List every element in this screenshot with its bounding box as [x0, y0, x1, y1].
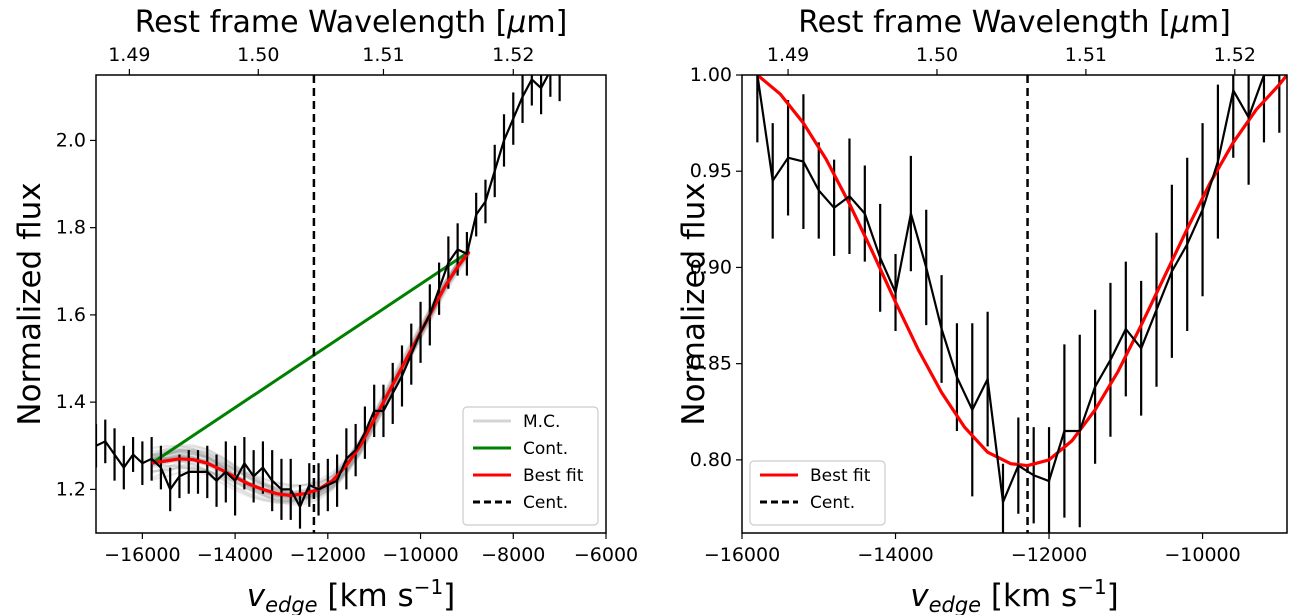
x-tick-label: −14000 [857, 544, 933, 566]
y-axis-label: Normalized flux [12, 182, 48, 425]
mc-line [151, 248, 471, 504]
mc-line [151, 248, 471, 500]
top-x-tick-label: 1.50 [916, 44, 958, 66]
mc-line [151, 251, 471, 496]
top-axis-label: Rest frame Wavelength [μm] [135, 5, 568, 40]
y-tick-label: 1.2 [56, 478, 86, 500]
y-tick-label: 1.4 [56, 391, 86, 413]
mc-line [151, 252, 471, 494]
legend-label: Cont. [523, 439, 568, 459]
y-tick-label: 2.0 [56, 129, 86, 151]
x-tick-label: −12000 [1011, 544, 1087, 566]
top-x-tick-label: 1.51 [1065, 44, 1107, 66]
top-x-tick-label: 1.49 [767, 44, 809, 66]
legend: Best fit Cent. [749, 460, 886, 526]
legend-label: Best fit [523, 466, 584, 486]
x-tick-label: −16000 [104, 544, 180, 566]
x-axis-label-close: ] [1107, 578, 1119, 614]
best-fit-line [756, 75, 1287, 468]
x-tick-label: −10000 [382, 544, 458, 566]
legend: M.C. Cont. Best fit Cent. [462, 406, 599, 526]
x-axis-label-sub: edge [929, 593, 982, 615]
top-axis-label-mu: μ [1170, 5, 1190, 40]
legend-label: M.C. [523, 412, 560, 432]
x-axis-label-v: v [247, 578, 266, 614]
top-x-tick-label: 1.49 [108, 44, 150, 66]
y-tick-label: 0.95 [690, 160, 732, 182]
x-axis-label: vedge [km s−1] [247, 575, 456, 615]
mc-line [151, 252, 471, 495]
x-tick-label: −8000 [481, 544, 545, 566]
legend-label: Best fit [810, 466, 871, 486]
x-axis-label-exp: −1 [414, 575, 443, 599]
top-axis-label-text: Rest frame Wavelength [ [798, 5, 1171, 40]
mc-line [151, 251, 471, 495]
y-tick-label: 1.6 [56, 304, 86, 326]
top-axis-label-end: m] [1190, 5, 1231, 40]
legend-label: Cent. [523, 493, 568, 513]
x-tick-label: −6000 [574, 544, 638, 566]
plot-area [756, 75, 1287, 533]
y-tick-label: 1.8 [56, 217, 86, 239]
x-axis-label-close: ] [443, 578, 455, 614]
data-line [756, 75, 1280, 507]
x-tick-label: −10000 [1164, 544, 1240, 566]
x-tick-label: −12000 [290, 544, 366, 566]
y-tick-label: 0.90 [690, 256, 732, 278]
plot-area [96, 75, 561, 533]
y-axis-label: Normalized flux [676, 182, 712, 425]
x-tick-label: −16000 [704, 544, 780, 566]
x-axis-label-unit: [km s [981, 578, 1077, 614]
top-x-tick-label: 1.52 [492, 44, 534, 66]
top-axis-label-mu: μ [506, 5, 526, 40]
x-axis-label-v: v [910, 578, 929, 614]
mc-line [151, 249, 471, 502]
top-axis-label: Rest frame Wavelength [μm] [798, 5, 1231, 40]
mc-line [151, 246, 471, 505]
x-axis-label-sub: edge [265, 593, 318, 615]
y-tick-label: 0.85 [690, 353, 732, 375]
left-panel: −16000 −14000 −12000 −10000 −8000 −6000 1.2 1.4… [12, 5, 638, 615]
axes-frame [95, 74, 607, 534]
legend-label: Cent. [810, 493, 855, 513]
continuum-line [150, 250, 471, 465]
x-tick-label: −14000 [197, 544, 273, 566]
top-axis-label-text: Rest frame Wavelength [ [135, 5, 508, 40]
mc-line [151, 247, 471, 502]
top-axis-label-end: m] [526, 5, 567, 40]
top-x-tick-label: 1.51 [362, 44, 404, 66]
y-tick-label: 1.00 [690, 64, 732, 86]
y-tick-label: 0.80 [690, 449, 732, 471]
right-panel: −16000 −14000 −12000 −10000 0.80 0.85 0.90 0.95… [676, 5, 1288, 615]
top-x-tick-label: 1.50 [237, 44, 279, 66]
top-x-tick-label: 1.52 [1214, 44, 1256, 66]
axes-frame [741, 74, 1288, 534]
mc-line [151, 256, 471, 487]
x-axis-label-exp: −1 [1077, 575, 1106, 599]
x-axis-label: vedge [km s−1] [910, 575, 1119, 615]
mc-line [151, 249, 471, 504]
legend-box [749, 460, 886, 526]
x-axis-label-unit: [km s [318, 578, 414, 614]
data-line [96, 75, 560, 510]
legend-box [462, 406, 599, 526]
